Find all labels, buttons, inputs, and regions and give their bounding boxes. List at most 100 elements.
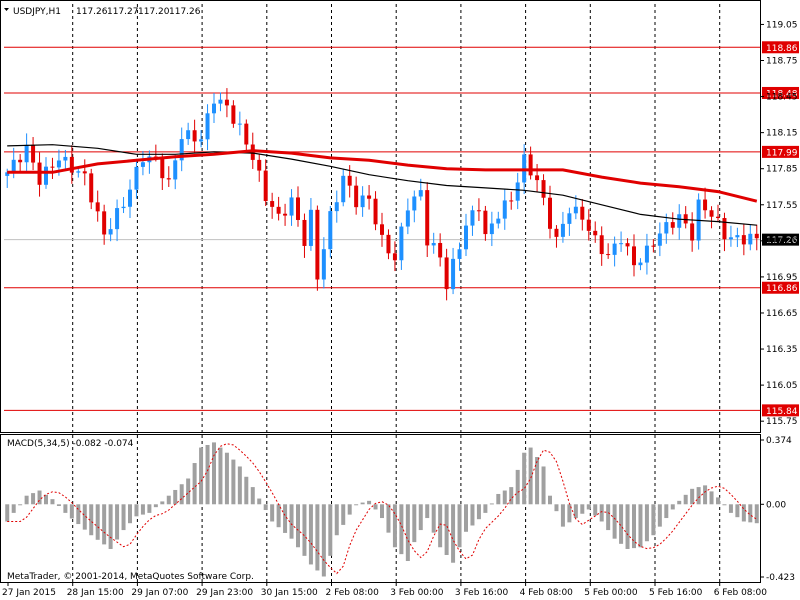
candle-body	[457, 249, 462, 259]
candle-body	[44, 166, 48, 185]
macd-bar	[696, 487, 701, 505]
candle-body	[76, 171, 81, 173]
candle-body	[373, 198, 378, 225]
macd-bar	[380, 504, 384, 519]
candle-body	[728, 237, 733, 240]
candle-body	[677, 214, 682, 228]
x-tick-label: 29 Jan 23:00	[196, 588, 253, 598]
candle-body	[173, 160, 178, 180]
macd-bar	[522, 452, 527, 505]
candle-body	[296, 197, 300, 220]
x-tick-label: 29 Jan 07:00	[131, 588, 188, 598]
macd-bar	[244, 476, 249, 505]
macd-bar	[373, 504, 378, 510]
macd-bar	[567, 504, 572, 523]
macd-bar	[405, 504, 410, 562]
macd-bar	[483, 504, 488, 513]
macd-bar	[431, 504, 436, 533]
macd-bar	[321, 504, 326, 577]
candle-body	[121, 206, 126, 209]
macd-bar	[166, 495, 171, 505]
symbol-header: USDJPY,H1	[13, 7, 61, 17]
x-tick-label: 6 Feb 08:00	[714, 588, 768, 598]
candle-body	[263, 170, 268, 202]
candle-body	[205, 113, 210, 140]
macd-bar	[657, 504, 662, 527]
macd-bar	[560, 504, 565, 527]
candle-body	[464, 225, 468, 250]
symbol-dropdown-icon[interactable]	[4, 8, 9, 11]
candle-body	[502, 200, 507, 219]
macd-bar	[11, 504, 16, 513]
macd-bar	[644, 504, 649, 542]
macd-bar	[283, 504, 288, 533]
candle-body	[754, 233, 759, 239]
macd-bar	[541, 466, 546, 505]
time-axis: 27 Jan 2015 28 Jan 15:00 29 Jan 07:00 29 Ja…	[2, 582, 767, 598]
candle-body	[748, 233, 753, 245]
x-tick-label: 30 Jan 15:00	[261, 588, 318, 598]
macd-bar	[315, 504, 320, 571]
candle-body	[451, 258, 456, 290]
candle-body	[134, 166, 139, 190]
candle-body	[328, 211, 333, 250]
macd-bar	[392, 504, 397, 548]
candle-body	[102, 211, 107, 235]
macd-bar	[619, 504, 624, 544]
price-tick-label: 116.05	[766, 381, 798, 391]
candle-body	[11, 159, 16, 173]
macd-bar	[5, 504, 10, 522]
macd-bar	[360, 502, 365, 505]
chart-frames	[0, 0, 761, 583]
candle-body	[308, 209, 313, 246]
fast-moving-average-line	[7, 149, 758, 203]
macd-bar	[24, 495, 29, 505]
macd-bar	[354, 504, 359, 506]
candle-body	[367, 195, 372, 199]
macd-histogram	[5, 442, 759, 577]
candle-body	[63, 156, 68, 161]
macd-panel-frame	[0, 434, 761, 583]
candle-body	[218, 99, 223, 104]
macd-bar	[599, 504, 604, 522]
level-price-label: 115.84	[766, 407, 798, 417]
macd-bar	[334, 504, 339, 536]
x-tick-label: 2 Feb 08:00	[326, 588, 380, 598]
candle-body	[612, 243, 617, 255]
macd-bar	[606, 504, 611, 531]
candle-body	[315, 209, 320, 280]
macd-bar	[716, 497, 720, 505]
price-tick-label: 117.85	[766, 165, 798, 175]
macd-bar	[308, 504, 313, 565]
candle-body	[670, 222, 675, 228]
macd-bar	[412, 504, 417, 543]
macd-bar	[224, 452, 229, 505]
price-tick-label: 116.65	[766, 309, 798, 319]
candle-body	[554, 228, 559, 237]
candle-body	[166, 178, 171, 180]
candle-body	[69, 156, 74, 173]
candle-body	[560, 223, 565, 237]
candle-body	[722, 218, 727, 240]
macd-bar	[302, 504, 307, 556]
price-tick-label: 118.15	[766, 129, 798, 139]
macd-bar	[270, 504, 275, 522]
candle-body	[528, 154, 533, 176]
level-price-tag	[762, 145, 799, 158]
candle-body	[18, 159, 23, 163]
macd-tick-label: 0.374	[766, 436, 792, 446]
copyright-footer: MetaTrader, © 2001-2014, MetaQuotes Soft…	[7, 572, 254, 582]
candle-body	[31, 144, 36, 163]
candle-body	[599, 235, 604, 255]
candle-body	[644, 245, 649, 263]
candle-body	[24, 144, 29, 163]
candle-body	[140, 162, 145, 167]
macd-bar	[102, 504, 107, 545]
candle-body	[496, 218, 501, 224]
macd-bar	[147, 504, 152, 513]
macd-bar	[341, 504, 346, 525]
macd-bar	[140, 504, 145, 515]
macd-bar	[683, 494, 688, 505]
macd-bar	[425, 504, 430, 519]
